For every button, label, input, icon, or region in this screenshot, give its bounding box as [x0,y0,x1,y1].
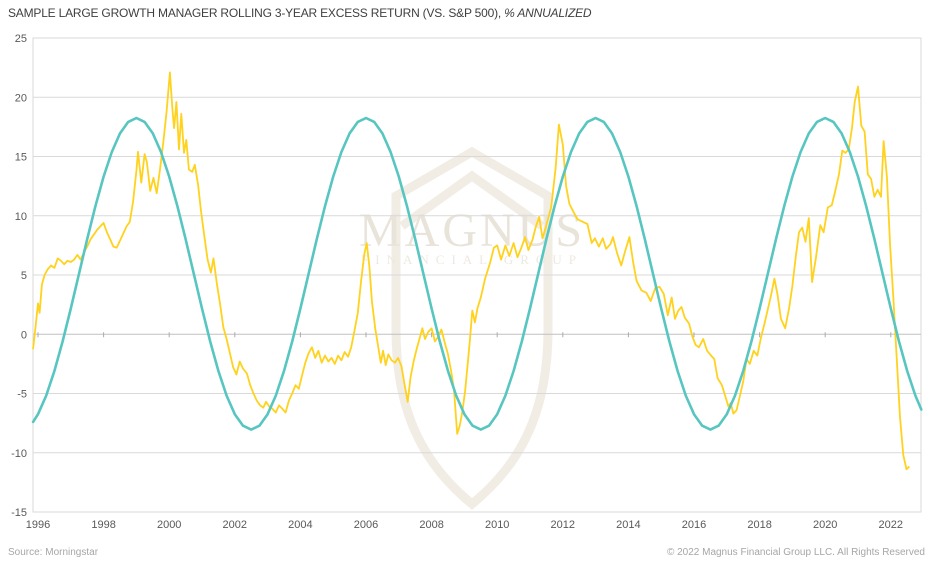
chart-title: SAMPLE LARGE GROWTH MANAGER ROLLING 3-YE… [8,6,592,20]
x-tick-label: 2012 [551,519,575,531]
market-cycle-line [31,116,923,431]
y-tick-label: 20 [15,92,27,104]
watermark-shield-chevron-icon [399,170,545,230]
x-tick-label: 2014 [616,519,640,531]
x-tick-label: 2002 [223,519,247,531]
y-tick-label: -15 [11,507,27,519]
chart-title-annualized: % ANNUALIZED [504,6,592,20]
y-tick-label: -10 [11,448,27,460]
manager-excess-return-line [32,71,910,471]
x-tick-label: 2010 [485,519,509,531]
y-tick-label: 15 [15,152,27,164]
y-tick-label: -5 [17,389,27,401]
y-tick-label: 0 [21,329,27,341]
x-tick-label: 2018 [747,519,771,531]
watermark-wordmark: MAGNUS [359,204,585,257]
y-tick-label: 5 [21,270,27,282]
x-tick-label: 2000 [157,519,181,531]
x-tick-label: 2004 [288,519,312,531]
x-tick-label: 2020 [813,519,837,531]
x-tick-label: 1996 [26,519,50,531]
watermark-shield-icon [391,146,553,510]
chart-title-main: SAMPLE LARGE GROWTH MANAGER ROLLING 3-YE… [8,6,505,20]
source-note: Source: Morningstar [8,547,99,558]
copyright-note: © 2022 Magnus Financial Group LLC. All R… [666,547,925,558]
x-tick-label: 2006 [354,519,378,531]
x-tick-label: 1998 [91,519,115,531]
footer: Source: Morningstar © 2022 Magnus Financ… [8,547,925,558]
x-tick-label: 2008 [419,519,443,531]
watermark-subtitle: FINANCIAL GROUP [361,252,583,267]
y-tick-label: 10 [15,211,27,223]
x-tick-label: 2022 [879,519,903,531]
x-tick-label: 2016 [682,519,706,531]
y-tick-label: 25 [15,33,27,45]
